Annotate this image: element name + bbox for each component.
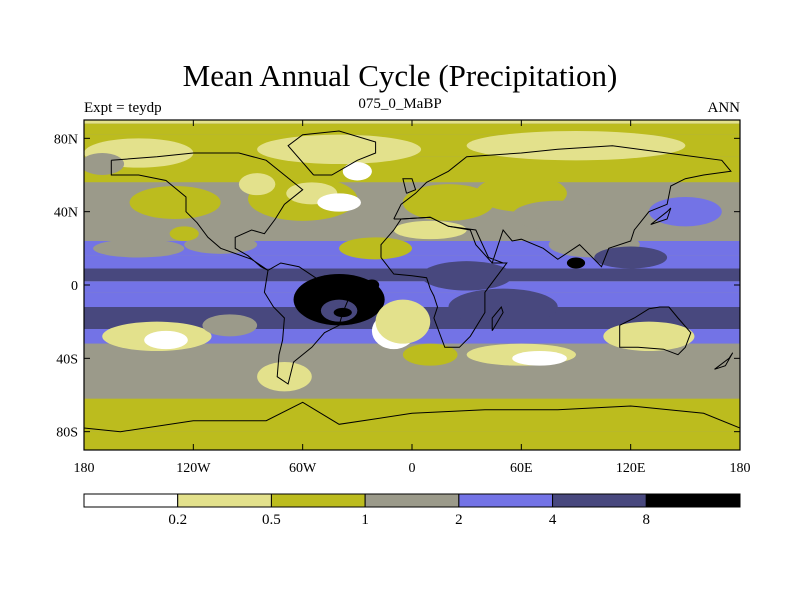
precip-blob: [393, 220, 467, 240]
coastline-segment: [263, 262, 349, 385]
x-tick-label: 180: [74, 461, 95, 476]
y-tick-label: 40N: [54, 206, 78, 221]
precip-blob: [402, 343, 458, 366]
precip-blob: [317, 193, 361, 212]
precip-band: [84, 362, 740, 381]
precip-blob: [448, 288, 558, 326]
colorbar-swatch: [552, 493, 647, 508]
precip-band: [84, 156, 740, 183]
x-tick-label: 60W: [289, 461, 317, 476]
y-tick-label: 0: [71, 279, 78, 294]
precip-blob: [257, 362, 312, 392]
precip-band: [84, 431, 740, 450]
colorbar-swatch: [364, 493, 460, 508]
precip-blob: [339, 237, 412, 260]
precip-blob: [375, 299, 431, 344]
chart-title: Mean Annual Cycle (Precipitation): [182, 58, 618, 93]
precip-field: [84, 120, 740, 450]
colorbar-label: 1: [361, 512, 369, 528]
precip-band: [84, 417, 740, 432]
precip-blob: [512, 351, 567, 366]
precip-band: [84, 123, 740, 135]
colorbar: 0.2 0.5 1 2 4 8: [83, 493, 741, 528]
precip-blob: [342, 162, 372, 181]
precip-blob: [169, 226, 199, 242]
colorbar-label: 8: [643, 512, 651, 528]
precip-band: [84, 292, 740, 307]
precip-blob: [129, 186, 221, 219]
coastline-segment: [287, 130, 377, 176]
precip-blob: [421, 261, 513, 291]
colorbar-swatch: [83, 493, 179, 508]
precip-blob: [603, 321, 695, 352]
colorbar-label: 4: [549, 512, 557, 528]
x-tick-label: 180: [730, 461, 751, 476]
coastline-segment: [84, 401, 740, 433]
colorbar-label: 2: [455, 512, 463, 528]
colorbar-swatch: [177, 493, 272, 508]
coastline-segment: [619, 306, 692, 356]
colorbar-swatch: [645, 493, 741, 508]
precip-blob: [466, 131, 686, 161]
precip-blob: [84, 153, 125, 175]
colorbar-swatch: [458, 493, 554, 508]
precip-band: [84, 281, 740, 293]
precip-blob: [144, 330, 188, 350]
precip-band: [84, 380, 740, 399]
precip-band: [84, 398, 740, 417]
precip-blob: [257, 134, 422, 164]
coastline-segment: [110, 152, 304, 271]
precip-blob: [364, 279, 380, 291]
precip-blob: [594, 246, 668, 269]
colorbar-label: 0.2: [168, 512, 187, 528]
y-tick-label: 80S: [56, 426, 78, 441]
precip-blob: [512, 200, 604, 230]
precip-blob: [93, 239, 185, 258]
coastline-segment: [491, 305, 504, 332]
coastline-segment: [650, 207, 672, 225]
colorbar-swatch: [270, 493, 366, 508]
x-tick-label: 120W: [176, 461, 211, 476]
precip-blob: [566, 257, 586, 269]
period-label: 075_0_MaBP: [358, 96, 442, 112]
coastline-segment: [402, 178, 417, 194]
experiment-label: Expt = teydp: [84, 100, 162, 116]
coastline-segment: [714, 352, 734, 370]
x-tick-label: 60E: [510, 461, 533, 476]
precip-band: [84, 268, 740, 282]
season-label: ANN: [707, 100, 741, 116]
precip-blob: [402, 184, 495, 221]
precip-blob: [238, 173, 276, 196]
y-tick-label: 80N: [54, 132, 78, 147]
y-tick-label: 40S: [56, 352, 78, 367]
coastline: [84, 130, 740, 433]
precip-blob: [202, 314, 258, 337]
precip-blob: [184, 235, 258, 254]
coastline-segment: [380, 216, 508, 348]
x-tick-label: 0: [409, 461, 416, 476]
x-tick-label: 120E: [616, 461, 646, 476]
colorbar-label: 0.5: [262, 512, 281, 528]
